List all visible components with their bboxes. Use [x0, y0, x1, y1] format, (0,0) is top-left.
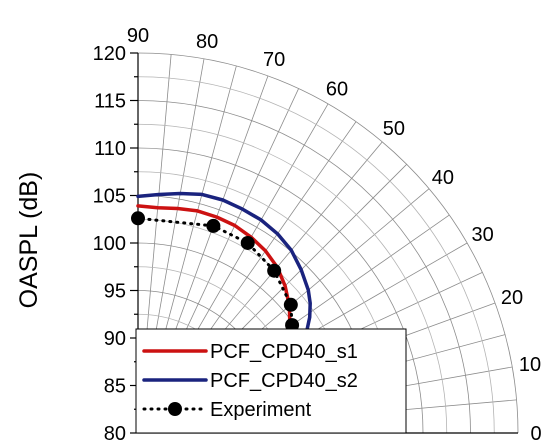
circular-gridline	[137, 123, 448, 434]
data-point-marker	[240, 235, 255, 250]
data-point-marker	[267, 263, 282, 278]
angle-tick-label: 0	[530, 423, 541, 443]
angle-tick-label: 20	[501, 287, 523, 309]
radial-tick-label: 110	[94, 138, 126, 160]
y-axis-title: OASPL (dB)	[15, 172, 43, 309]
radial-tick-label: 120	[93, 43, 126, 65]
tick-labels: 80 85 90 95 100 105 110 115 120 0 10 20 30 40 50 60 70 80…	[93, 25, 542, 443]
angle-tick-label: 30	[472, 224, 494, 246]
radial-tick-label: 105	[93, 186, 126, 208]
legend-label: PCF_CPD40_s2	[210, 370, 358, 392]
legend: PCF_CPD40_s1 PCF_CPD40_s2 Experiment	[135, 328, 407, 434]
angle-tick-label: 50	[383, 118, 405, 140]
angle-tick-label: 60	[326, 78, 348, 100]
radial-tick-label: 85	[104, 376, 126, 398]
legend-marker	[168, 402, 182, 416]
angle-tick-label: 80	[196, 31, 218, 53]
angle-tick-label: 10	[519, 354, 541, 376]
legend-label: PCF_CPD40_s1	[210, 341, 358, 363]
legend-label: Experiment	[210, 399, 312, 421]
angle-tick-label: 90	[127, 25, 149, 47]
radial-tick-label: 80	[104, 423, 126, 443]
circular-gridline	[137, 76, 495, 434]
data-point-marker	[283, 297, 298, 312]
data-point-marker	[131, 211, 145, 226]
radial-tick-label: 95	[104, 281, 126, 303]
radial-tick-label: 115	[94, 91, 126, 113]
angle-tick-label: 40	[432, 167, 454, 189]
radial-tick-label: 90	[104, 328, 126, 350]
circular-gridline	[137, 52, 519, 434]
circular-gridline	[137, 147, 424, 434]
data-point-marker	[206, 218, 221, 233]
radial-tick-label: 100	[93, 233, 126, 255]
angle-tick-label: 70	[263, 49, 285, 71]
circular-gridline	[137, 100, 471, 434]
